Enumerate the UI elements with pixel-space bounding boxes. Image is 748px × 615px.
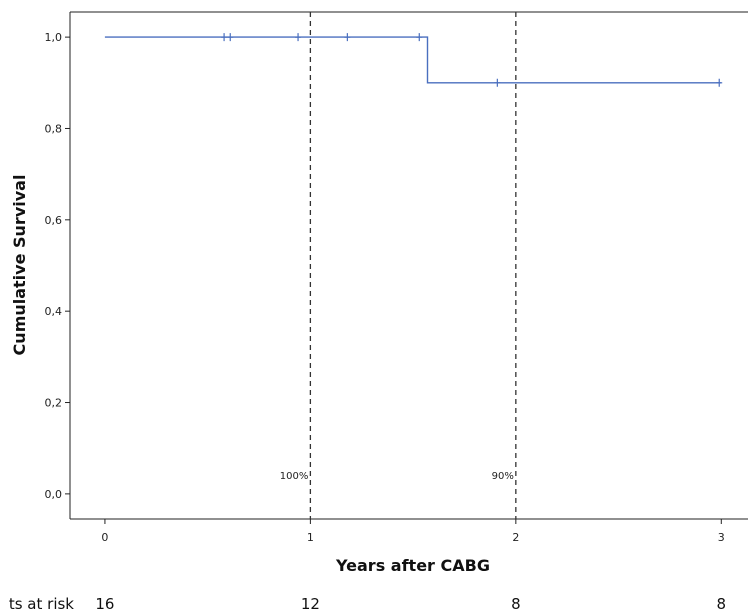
x-tick-label: 2 (512, 531, 519, 544)
x-tick-label: 1 (307, 531, 314, 544)
y-tick-label: 0,4 (45, 305, 63, 318)
censor-mark (716, 78, 723, 87)
at-risk-row: ts at risk 16 12 8 8 (9, 595, 726, 613)
y-tick-label: 0,2 (45, 397, 63, 410)
annotations: 100% 90% (280, 471, 514, 482)
at-risk-label: ts at risk (9, 595, 74, 613)
censor-marks (221, 33, 723, 87)
x-tick-label: 0 (101, 531, 108, 544)
y-tick-label: 0,6 (45, 214, 63, 227)
censor-mark (227, 33, 234, 42)
plot-frame (69, 11, 748, 520)
censor-mark (494, 78, 501, 87)
x-tick-label: 3 (718, 531, 725, 544)
x-axis-title: Years after CABG (335, 556, 490, 575)
at-risk-value: 8 (511, 595, 521, 613)
x-axis: 0 1 2 3 (101, 519, 725, 544)
censor-mark (344, 33, 351, 42)
y-axis-title: Cumulative Survival (10, 175, 29, 356)
y-tick-label: 0,8 (45, 122, 63, 135)
y-tick-label: 1,0 (45, 31, 63, 44)
censor-mark (295, 33, 302, 42)
y-tick-label: 0,0 (45, 488, 63, 501)
survival-curve (104, 36, 722, 84)
at-risk-value: 16 (95, 595, 114, 613)
reference-lines (309, 12, 517, 519)
at-risk-value: 12 (301, 595, 320, 613)
reference-line-label: 100% (280, 471, 309, 482)
reference-line-label: 90% (492, 471, 514, 482)
censor-mark (221, 33, 228, 42)
survival-step-line (104, 36, 722, 84)
y-axis: 0,0 0,2 0,4 0,6 0,8 1,0 (45, 31, 70, 501)
censor-mark (416, 33, 423, 42)
at-risk-value: 8 (717, 595, 727, 613)
